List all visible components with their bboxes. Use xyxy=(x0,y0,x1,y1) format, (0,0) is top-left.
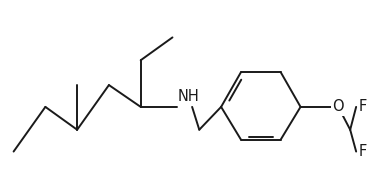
Text: F: F xyxy=(359,99,367,114)
Text: O: O xyxy=(333,99,344,114)
Text: NH: NH xyxy=(178,89,199,104)
Text: F: F xyxy=(359,144,367,159)
